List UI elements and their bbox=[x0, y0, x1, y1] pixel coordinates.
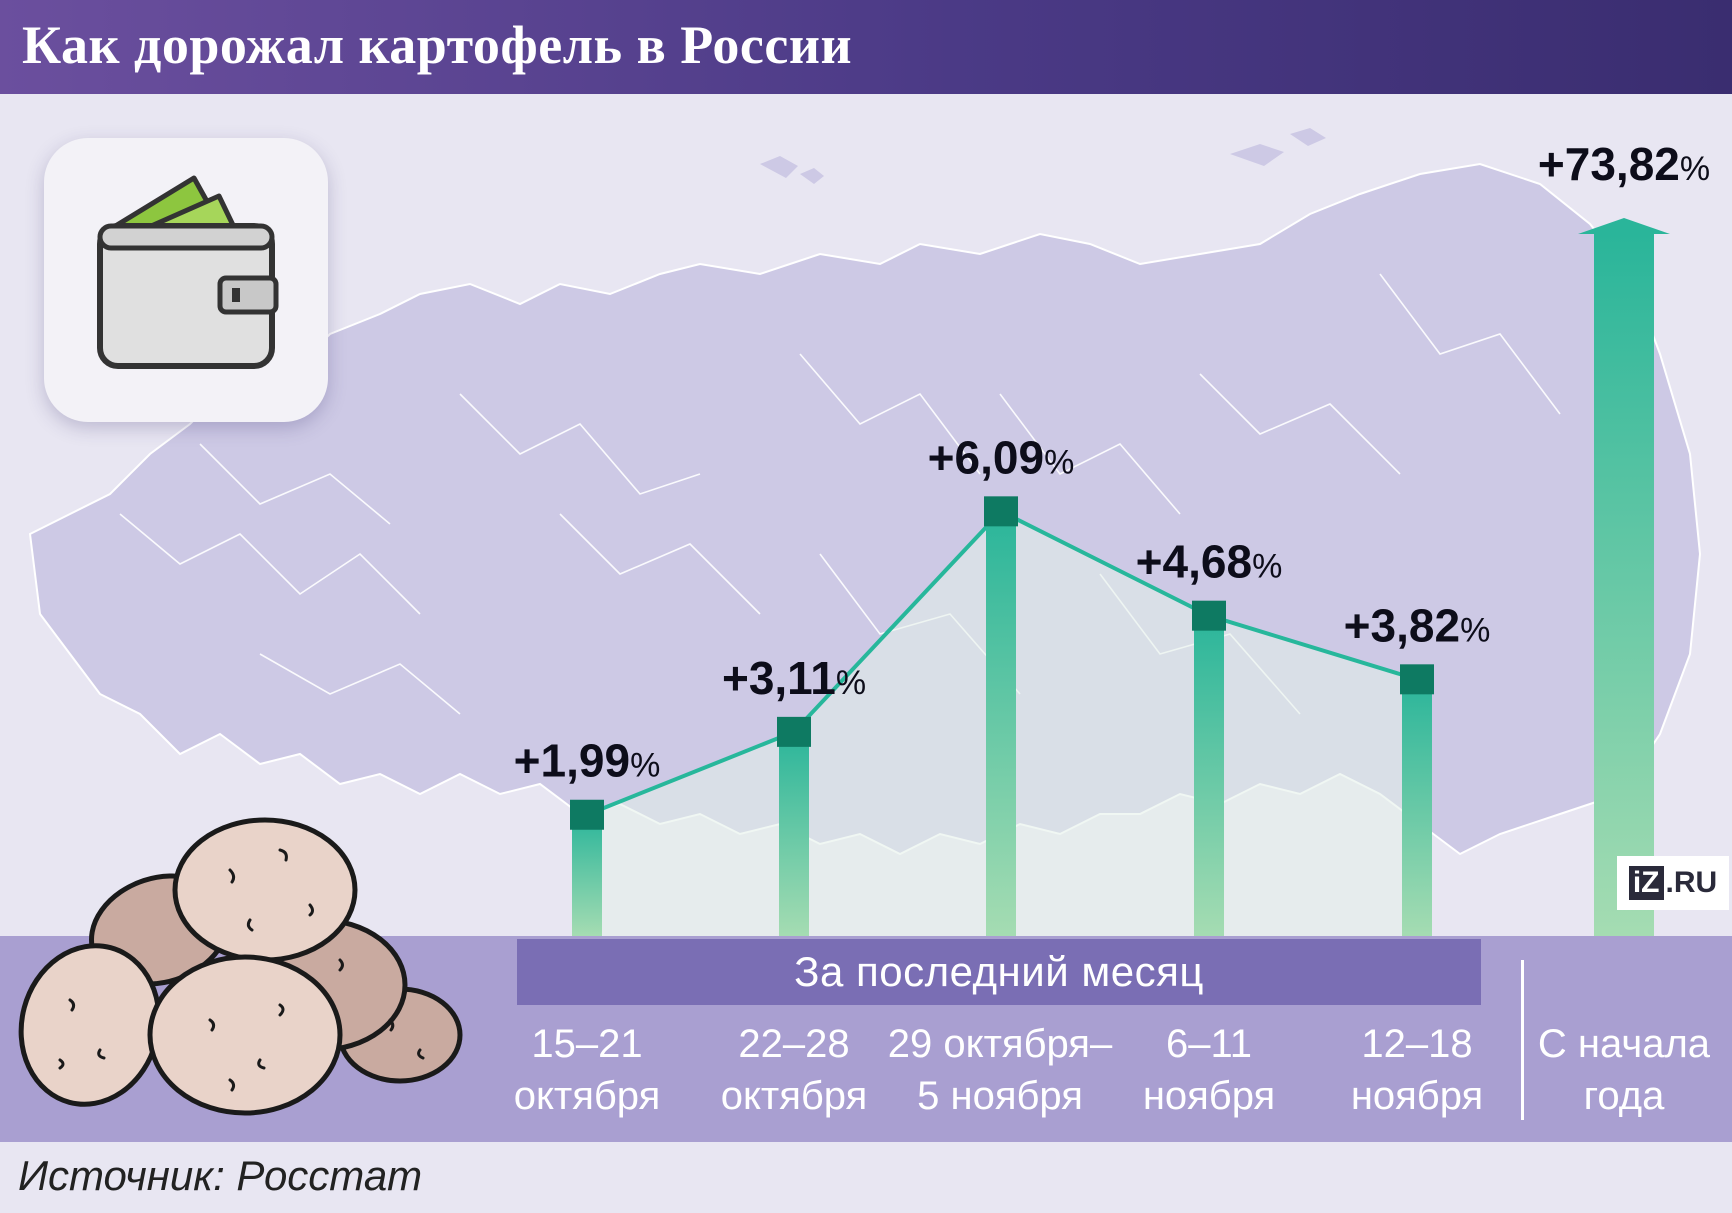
source-note: Источник: Росстат bbox=[18, 1152, 423, 1199]
category-label-5: 12–18 ноября bbox=[1350, 1022, 1484, 1118]
category-label-1: 15–21 октября bbox=[513, 1022, 661, 1118]
category-label-3: 29 октября– 5 ноября bbox=[887, 1022, 1113, 1118]
category-label-6: С начала года bbox=[1537, 1022, 1711, 1118]
bar-cap-2 bbox=[777, 716, 811, 747]
category-label-2: 22–28 октября bbox=[720, 1022, 868, 1118]
potatoes-illustration bbox=[18, 817, 463, 1116]
value-label-3: +6,09% bbox=[928, 431, 1075, 483]
map-islands bbox=[760, 128, 1326, 184]
value-label-4: +4,68% bbox=[1136, 536, 1283, 588]
bar-3 bbox=[986, 511, 1016, 936]
period-label: За последний месяц bbox=[517, 939, 1481, 1005]
value-label-5: +3,82% bbox=[1344, 599, 1491, 651]
page-title: Как дорожал картофель в России bbox=[22, 15, 853, 75]
value-label-6: +73,82% bbox=[1538, 138, 1710, 190]
arrow-head bbox=[1578, 218, 1670, 234]
bar-cap-3 bbox=[984, 496, 1018, 527]
wallet-icon bbox=[97, 175, 279, 369]
bar-4 bbox=[1194, 615, 1224, 936]
section-divider bbox=[1521, 960, 1524, 1120]
value-label-2: +3,11% bbox=[722, 652, 866, 704]
bar-1 bbox=[572, 814, 602, 936]
bar-cap-4 bbox=[1192, 600, 1226, 631]
bar-5 bbox=[1402, 679, 1432, 936]
header-bar: Как дорожал картофель в России bbox=[0, 0, 1732, 94]
wallet-card bbox=[44, 138, 328, 422]
bar-cap-5 bbox=[1400, 664, 1434, 695]
bar-2 bbox=[779, 731, 809, 936]
bar-cap-1 bbox=[570, 799, 604, 830]
value-label-1: +1,99% bbox=[514, 735, 661, 787]
bar-6 bbox=[1594, 234, 1654, 936]
category-label-4: 6–11 ноября bbox=[1142, 1022, 1276, 1118]
iz-logo: iZ .RU bbox=[1617, 856, 1729, 910]
